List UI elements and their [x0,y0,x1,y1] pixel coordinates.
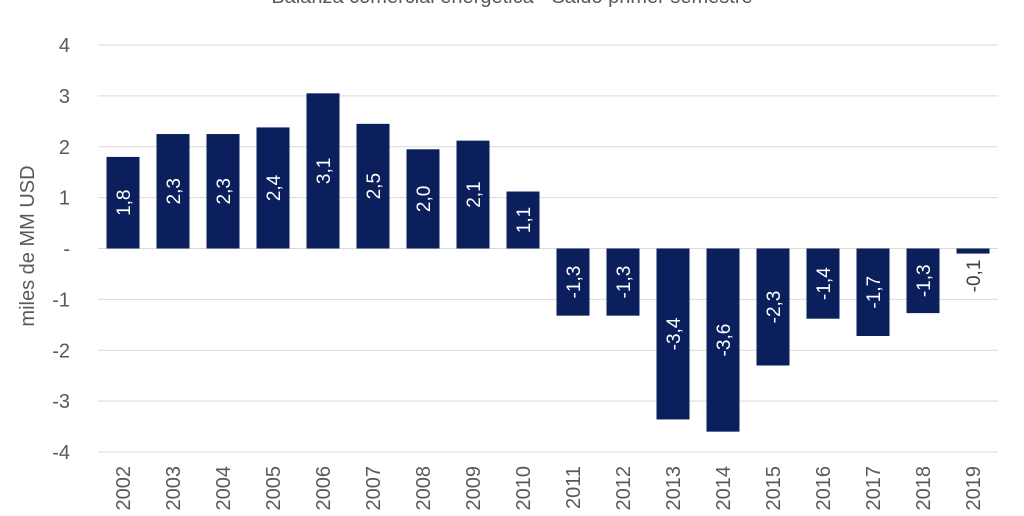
data-label: -1,3 [564,266,585,299]
x-tick-label: 2018 [913,466,935,511]
y-tick-label: -3 [52,391,70,413]
data-label: -0,1 [964,260,985,293]
data-label: -1,7 [864,276,885,309]
bar [256,127,290,249]
bars [106,93,990,432]
data-label: 1,8 [114,190,135,216]
data-label: -1,3 [614,266,635,299]
x-tick-label: 2011 [563,466,585,509]
y-tick-label: -4 [52,442,70,464]
data-label: 1,1 [514,207,535,233]
data-label: 2,3 [214,178,235,204]
bar [906,248,940,314]
x-tick-label: 2016 [813,466,835,511]
x-tick-label: 2010 [513,466,535,511]
bar [306,93,340,249]
bar [606,248,640,316]
x-axis-ticks: 2002 2003 2004 2005 2006 2007 2008 2009 2010 2011… [113,466,985,511]
bar [156,134,190,249]
bar [206,134,240,249]
y-axis-label: miles de MM USD [17,165,39,326]
bar [506,191,540,249]
bar [556,248,590,316]
bar [756,248,790,366]
y-axis-ticks: 4 3 2 1 - -1 -2 -3 -4 [52,35,70,464]
chart-title: Balanza comercial energética - Saldo pri… [271,0,752,8]
data-label: 2,1 [464,181,485,207]
bar [656,248,690,420]
y-tick-label: - [63,239,70,261]
y-tick-label: 4 [59,35,70,57]
x-tick-label: 2012 [613,466,635,511]
y-tick-label: 1 [59,188,70,210]
bar [456,140,490,249]
x-tick-label: 2014 [713,466,735,511]
data-label: -3,6 [714,324,735,357]
y-tick-label: -1 [52,289,70,311]
bar [406,149,440,249]
x-tick-label: 2008 [413,466,435,511]
bar [706,248,740,432]
x-tick-label: 2004 [213,466,235,511]
data-label: 2,3 [164,178,185,204]
y-tick-label: 3 [59,86,70,108]
data-label: -1,4 [814,267,835,300]
bar [956,248,990,254]
x-tick-label: 2013 [663,466,685,511]
data-label: -3,4 [664,317,685,350]
x-tick-label: 2015 [763,466,785,511]
data-labels: 1,8 2,3 2,3 2,4 3,1 2,5 2,0 2,1 1,1 -1,3 -1,3 -3,4 -… [114,158,985,357]
bar [856,248,890,337]
bar [806,248,840,319]
data-label: -1,3 [914,264,935,297]
x-tick-label: 2007 [363,466,385,511]
bar [106,156,140,249]
x-tick-label: 2017 [863,466,885,511]
x-tick-label: 2019 [963,466,985,511]
bar [356,123,390,249]
data-label: 2,4 [264,174,285,201]
y-tick-label: 2 [59,137,70,159]
x-tick-label: 2003 [163,466,185,511]
x-tick-label: 2002 [113,466,135,511]
x-tick-label: 2009 [463,466,485,511]
x-tick-label: 2005 [263,466,285,511]
x-tick-label: 2006 [313,466,335,511]
y-tick-label: -2 [52,340,70,362]
gridlines [98,44,998,453]
data-label: 2,0 [414,186,435,212]
data-label: 2,5 [364,173,385,199]
data-label: -2,3 [764,291,785,324]
data-label: 3,1 [314,158,335,184]
